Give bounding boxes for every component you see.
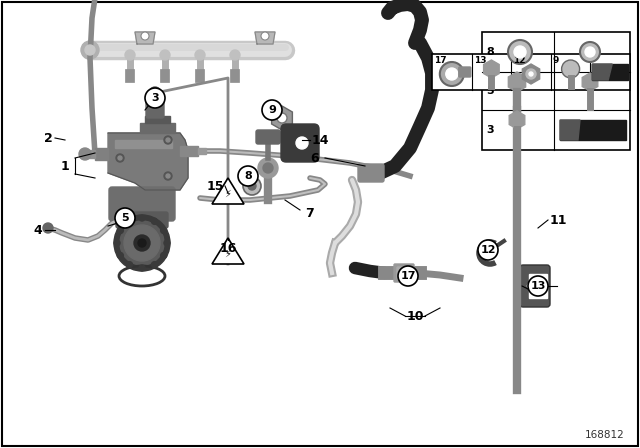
Text: 8: 8 <box>486 47 493 57</box>
FancyBboxPatch shape <box>109 187 175 221</box>
Circle shape <box>528 276 548 296</box>
Circle shape <box>149 87 161 99</box>
Circle shape <box>116 154 124 162</box>
Circle shape <box>152 262 157 267</box>
Circle shape <box>526 282 534 290</box>
Circle shape <box>152 218 157 224</box>
Circle shape <box>115 208 135 228</box>
Circle shape <box>238 166 258 186</box>
Polygon shape <box>180 146 198 156</box>
Circle shape <box>134 235 150 251</box>
Polygon shape <box>145 116 170 123</box>
Circle shape <box>166 174 170 178</box>
Circle shape <box>117 253 124 258</box>
Circle shape <box>258 158 278 178</box>
Polygon shape <box>255 32 275 44</box>
Circle shape <box>243 177 261 195</box>
Polygon shape <box>95 148 108 160</box>
Polygon shape <box>88 150 95 158</box>
Text: 17: 17 <box>400 271 416 281</box>
Text: 14: 14 <box>311 134 329 146</box>
Circle shape <box>139 215 145 221</box>
Circle shape <box>440 62 464 86</box>
Circle shape <box>446 68 458 80</box>
Text: 12: 12 <box>513 56 525 65</box>
Text: 13: 13 <box>531 281 546 291</box>
FancyBboxPatch shape <box>520 265 550 307</box>
Text: 17: 17 <box>434 56 447 65</box>
Text: 9: 9 <box>553 56 559 65</box>
Text: 2: 2 <box>44 132 52 145</box>
Circle shape <box>263 163 273 173</box>
FancyBboxPatch shape <box>529 274 547 298</box>
FancyBboxPatch shape <box>358 164 384 182</box>
Circle shape <box>114 215 170 271</box>
Circle shape <box>43 223 53 233</box>
Circle shape <box>164 240 170 246</box>
Text: ⚡: ⚡ <box>225 189 232 199</box>
FancyBboxPatch shape <box>256 130 280 144</box>
Circle shape <box>125 50 135 60</box>
Polygon shape <box>108 133 188 190</box>
Circle shape <box>166 138 170 142</box>
Polygon shape <box>560 120 626 140</box>
Circle shape <box>261 32 269 40</box>
Circle shape <box>277 113 287 123</box>
Text: 3: 3 <box>486 125 493 135</box>
FancyBboxPatch shape <box>459 67 471 77</box>
Circle shape <box>248 182 256 190</box>
Circle shape <box>127 262 132 267</box>
Text: 3: 3 <box>151 93 159 103</box>
Polygon shape <box>115 140 172 148</box>
Circle shape <box>508 40 532 64</box>
Text: 7: 7 <box>306 207 314 220</box>
FancyBboxPatch shape <box>281 124 319 162</box>
Circle shape <box>514 46 526 58</box>
Circle shape <box>296 137 308 149</box>
Polygon shape <box>560 120 580 140</box>
Circle shape <box>138 239 146 247</box>
Circle shape <box>585 47 595 57</box>
FancyBboxPatch shape <box>397 267 411 279</box>
Text: 168812: 168812 <box>585 430 625 440</box>
Polygon shape <box>140 123 175 133</box>
Circle shape <box>195 50 205 60</box>
Text: 16: 16 <box>220 241 237 254</box>
Polygon shape <box>212 178 244 204</box>
Circle shape <box>262 100 282 120</box>
Circle shape <box>164 136 172 144</box>
Polygon shape <box>212 238 244 264</box>
Polygon shape <box>135 32 155 44</box>
Circle shape <box>478 240 498 260</box>
Circle shape <box>398 266 418 286</box>
Circle shape <box>124 225 160 261</box>
Circle shape <box>117 228 124 233</box>
Circle shape <box>164 172 172 180</box>
Circle shape <box>160 50 170 60</box>
Text: 13: 13 <box>474 56 486 65</box>
Circle shape <box>81 41 99 59</box>
FancyBboxPatch shape <box>394 264 414 282</box>
Circle shape <box>161 253 166 258</box>
Circle shape <box>526 69 536 79</box>
Circle shape <box>529 72 533 76</box>
Text: ⚡: ⚡ <box>225 249 232 259</box>
Text: 4: 4 <box>34 224 42 237</box>
Circle shape <box>120 221 164 265</box>
Circle shape <box>85 45 95 55</box>
FancyBboxPatch shape <box>432 54 630 90</box>
Text: 6: 6 <box>310 151 319 164</box>
Polygon shape <box>198 148 206 154</box>
Polygon shape <box>592 64 612 80</box>
Text: 9: 9 <box>268 105 276 115</box>
Circle shape <box>145 88 165 108</box>
Text: 5: 5 <box>486 86 493 96</box>
Polygon shape <box>592 64 628 80</box>
Circle shape <box>118 156 122 160</box>
Text: 12: 12 <box>480 245 496 255</box>
FancyBboxPatch shape <box>116 212 168 228</box>
Circle shape <box>141 32 149 40</box>
Circle shape <box>79 148 91 160</box>
Circle shape <box>161 228 166 233</box>
